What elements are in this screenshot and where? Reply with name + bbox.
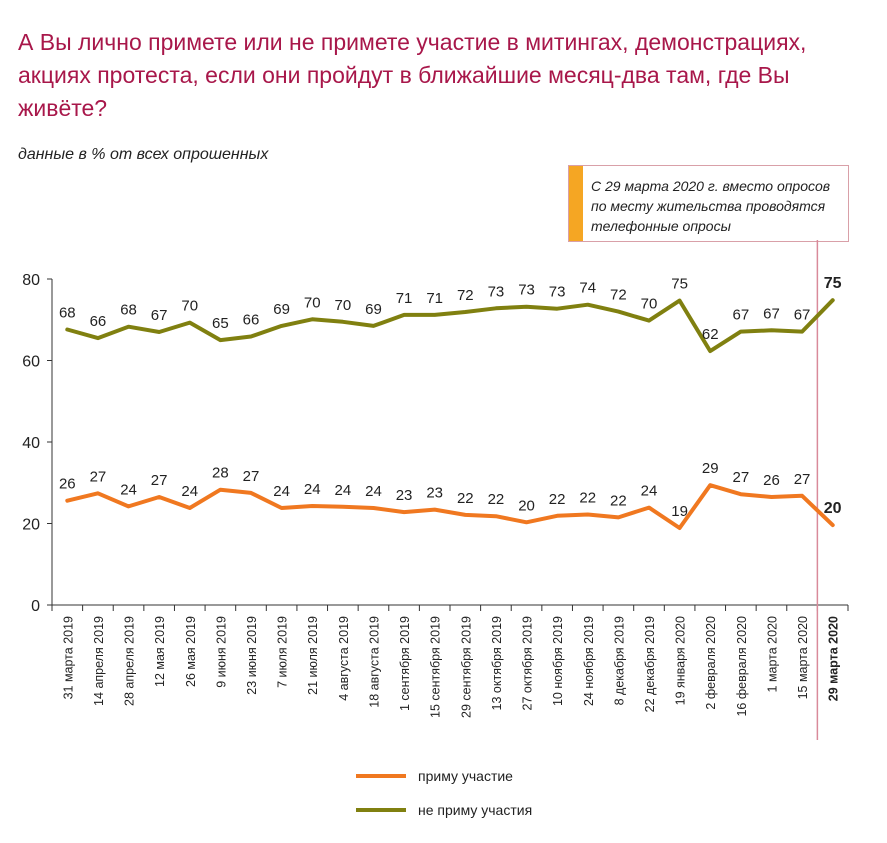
data-label-participate: 27 [90,468,107,485]
data-label-participate: 22 [488,491,505,508]
y-tick-label: 60 [22,354,40,371]
y-tick-label: 80 [22,272,40,289]
legend-label-not-participate: не приму участия [418,802,533,818]
x-tick-label: 1 сентября 2019 [398,616,412,711]
x-tick-label: 22 декабря 2019 [643,616,657,712]
chart-title: А Вы лично примете или не примете участи… [18,29,807,121]
data-label-not-participate: 70 [335,297,352,314]
data-label-not-participate: 67 [794,307,811,324]
data-label-not-participate: 67 [763,305,780,322]
data-label-not-participate: 70 [304,294,321,311]
series-line-not-participate [65,298,835,354]
data-label-participate: 26 [763,472,780,489]
x-tick-label: 16 февраля 2020 [735,616,749,717]
x-tick-label: 13 октября 2019 [490,616,504,711]
data-label-not-participate: 70 [181,298,198,315]
x-tick-label: 1 марта 2020 [765,616,779,693]
data-label-not-participate: 67 [151,307,168,324]
data-label-participate: 29 [702,460,719,477]
x-tick-label: 27 октября 2019 [521,616,535,711]
data-label-not-participate: 70 [641,296,658,313]
data-label-not-participate: 62 [702,326,719,343]
data-label-participate: 24 [365,483,382,500]
data-label-participate: 22 [610,492,627,509]
legend-swatch-participate [356,774,406,778]
data-label-participate: 28 [212,465,229,482]
data-label-participate: 19 [671,503,688,520]
data-label-not-participate: 73 [518,282,535,299]
data-label-not-participate: 71 [396,290,413,307]
data-label-participate: 22 [579,490,596,507]
x-tick-label: 4 августа 2019 [337,616,351,701]
y-tick-label: 20 [22,517,40,534]
data-label-participate: 27 [243,468,260,485]
legend-label-participate: приму участие [418,768,513,784]
data-label-participate: 24 [335,482,352,499]
data-label-not-participate: 72 [610,287,627,304]
data-label-not-participate: 74 [579,280,596,297]
data-label-participate: 24 [304,481,321,498]
data-label-not-participate: 68 [59,305,76,322]
x-tick-label: 26 мая 2019 [184,616,198,687]
x-tick-label: 29 марта 2020 [827,616,841,701]
data-label-participate: 22 [457,490,474,507]
data-label-participate: 24 [120,481,137,498]
data-label-not-participate: 73 [488,283,505,300]
data-label-not-participate: 67 [733,307,750,324]
note-accent-bar [569,166,583,241]
data-label-participate: 22 [549,491,566,508]
y-tick-label: 0 [31,598,40,615]
x-tick-label: 15 марта 2020 [796,616,810,699]
legend-swatch-not-participate [356,808,406,812]
data-label-participate: 20 [518,497,535,514]
method-note-box: С 29 марта 2020 г. вместо опросов по мес… [568,165,849,242]
data-label-not-participate: 68 [120,302,137,319]
data-label-not-participate: 69 [273,301,290,318]
method-note-text: С 29 марта 2020 г. вместо опросов по мес… [591,178,831,234]
x-tick-label: 23 июня 2019 [245,616,259,695]
x-tick-label: 2 февраля 2020 [704,616,718,710]
data-label-not-participate: 66 [90,313,107,330]
data-label-participate: 27 [733,469,750,486]
x-tick-label: 31 марта 2019 [61,616,75,699]
data-label-participate: 27 [794,471,811,488]
data-label-not-participate: 65 [212,315,229,332]
x-tick-label: 28 апреля 2019 [123,616,137,706]
data-label-not-participate: 73 [549,284,566,301]
x-tick-label: 24 ноября 2019 [582,616,596,706]
x-tick-label: 9 июня 2019 [214,616,228,688]
data-label-not-participate: 72 [457,287,474,304]
data-label-not-participate: 66 [243,311,260,328]
data-label-participate: 27 [151,472,168,489]
legend-item-not-participate: не приму участия [356,802,532,818]
x-tick-label: 18 августа 2019 [367,616,381,708]
data-label-not-participate: 75 [824,275,842,292]
x-tick-label: 21 июля 2019 [306,616,320,695]
data-label-not-participate: 71 [426,290,443,307]
data-label-not-participate: 75 [671,276,688,293]
x-tick-label: 12 мая 2019 [153,616,167,687]
chart-subtitle: данные в % от всех опрошенных [18,146,269,163]
data-label-participate: 23 [426,485,443,502]
data-label-participate: 23 [396,487,413,504]
x-tick-label: 29 сентября 2019 [459,616,473,718]
x-tick-label: 10 ноября 2019 [551,616,565,706]
data-label-participate: 24 [641,483,658,500]
x-tick-label: 14 апреля 2019 [92,616,106,706]
data-label-participate: 26 [59,476,76,493]
x-tick-label: 15 сентября 2019 [429,616,443,718]
y-tick-label: 40 [22,435,40,452]
x-tick-label: 7 июля 2019 [276,616,290,688]
data-label-not-participate: 69 [365,301,382,318]
data-label-participate: 24 [181,483,198,500]
legend-item-participate: приму участие [356,768,513,784]
x-tick-label: 19 января 2020 [674,616,688,705]
x-tick-label: 8 декабря 2019 [612,616,626,705]
series-line-participate [65,483,835,530]
data-label-participate: 24 [273,483,290,500]
data-label-participate: 20 [824,500,842,517]
